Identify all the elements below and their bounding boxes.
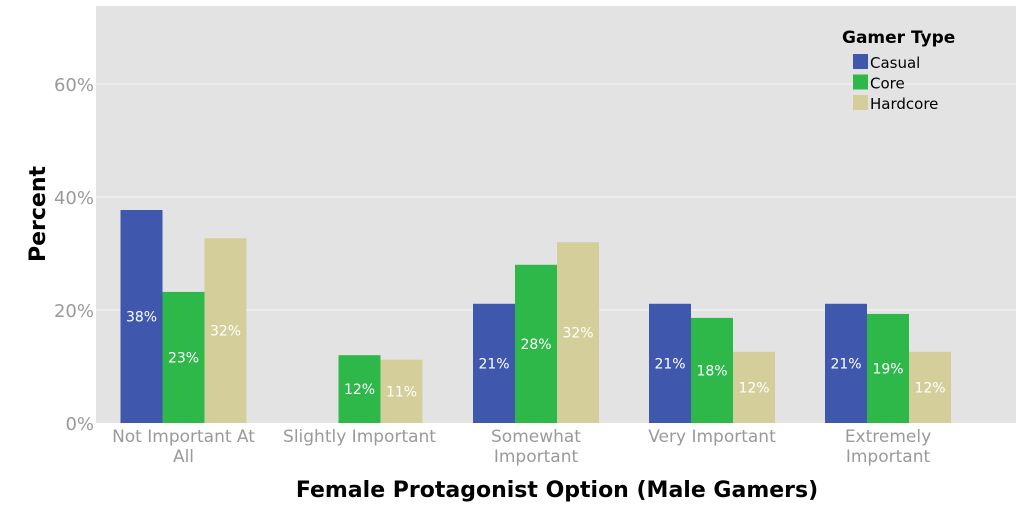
bar-core xyxy=(162,291,205,423)
legend-label: Casual xyxy=(870,54,920,72)
bar-hardcore xyxy=(909,351,951,423)
bar-hardcore xyxy=(204,238,247,423)
bar-value-label: 21% xyxy=(478,356,509,372)
x-axis-title: Female Protagonist Option (Male Gamers) xyxy=(296,478,818,503)
bar-casual xyxy=(649,303,691,423)
bar-core xyxy=(867,313,909,423)
y-axis-ticks: 0% 20% 40% 60% xyxy=(54,75,94,435)
y-axis-title: Percent xyxy=(26,166,51,263)
legend-swatch-casual xyxy=(853,54,868,69)
bar-value-label: 18% xyxy=(696,363,727,379)
bar-value-label: 21% xyxy=(654,356,685,372)
x-axis-ticks: Not Important At All Slightly Important Som… xyxy=(112,427,931,467)
bar-hardcore xyxy=(557,242,599,423)
y-tick-label: 20% xyxy=(54,301,94,322)
bar-casual xyxy=(120,209,163,423)
legend-label: Hardcore xyxy=(870,95,938,113)
bar-value-label: 32% xyxy=(210,324,241,340)
bar-value-label: 32% xyxy=(562,326,593,342)
bar-value-label: 12% xyxy=(914,380,945,396)
x-tick-label: Very Important xyxy=(648,427,776,447)
bar-core xyxy=(691,317,733,423)
bar-value-label: 11% xyxy=(386,384,417,400)
legend-label: Core xyxy=(870,75,905,93)
legend-title: Gamer Type xyxy=(842,28,955,48)
bar-value-label: 12% xyxy=(344,382,375,398)
x-tick-label: Extremely Important xyxy=(845,427,931,467)
x-tick-label: Not Important At All xyxy=(112,427,255,467)
bar-value-label: 19% xyxy=(872,361,903,377)
bar-value-label: 21% xyxy=(830,356,861,372)
bar-hardcore xyxy=(733,351,775,423)
bar-value-label: 38% xyxy=(126,309,157,325)
x-tick-label: Slightly Important xyxy=(283,427,436,447)
y-tick-label: 0% xyxy=(65,414,94,435)
bars xyxy=(120,209,951,423)
bar-labels: 38% 21% 21% 21% 23% 12% 28% 18% 19% 32% 11% 32% 12% 1… xyxy=(126,309,946,400)
legend-swatch-core xyxy=(853,74,868,90)
bar-casual xyxy=(473,303,515,423)
y-tick-label: 40% xyxy=(54,188,94,209)
bar-value-label: 12% xyxy=(738,380,769,396)
bar-casual xyxy=(825,303,867,423)
y-tick-label: 60% xyxy=(54,75,94,96)
x-tick-label: Somewhat Important xyxy=(491,427,581,467)
bar-core xyxy=(515,264,557,423)
bar-value-label: 23% xyxy=(168,350,199,366)
bar-hardcore xyxy=(380,359,423,423)
legend: Gamer Type Casual Core Hardcore xyxy=(842,28,955,113)
bar-value-label: 28% xyxy=(520,337,551,353)
legend-swatch-hardcore xyxy=(853,95,868,110)
bar-core xyxy=(338,355,381,423)
